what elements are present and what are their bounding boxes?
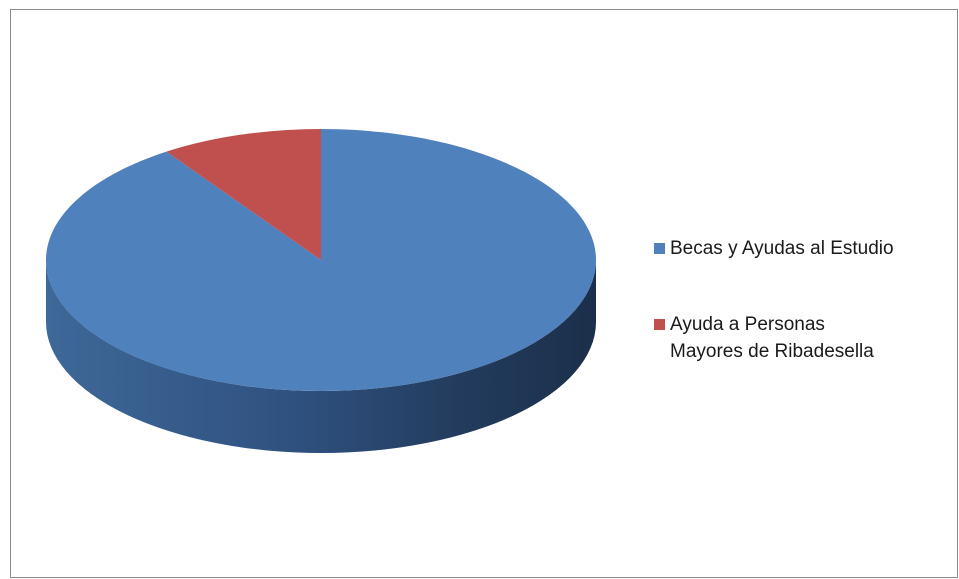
pie-slice-0 <box>46 129 597 391</box>
legend-label-mayores-line2: Mayores de Ribadesella <box>670 341 874 362</box>
pie-slice-1 <box>166 129 321 260</box>
legend-item-mayores: Ayuda a Personas Mayores de Ribadesella <box>654 311 954 365</box>
legend-swatch-mayores <box>654 319 665 330</box>
legend-item-becas: Becas y Ayudas al Estudio <box>654 235 954 262</box>
legend-label-mayores-line1: Ayuda a Personas <box>670 314 825 335</box>
legend-label-becas: Becas y Ayudas al Estudio <box>670 238 894 259</box>
legend: Becas y Ayudas al Estudio Ayuda a Person… <box>654 235 954 365</box>
legend-swatch-becas <box>654 243 665 254</box>
chart-area: Becas y Ayudas al Estudio Ayuda a Person… <box>10 9 958 578</box>
pie-side-wall <box>46 260 596 453</box>
pie-chart <box>46 129 597 453</box>
